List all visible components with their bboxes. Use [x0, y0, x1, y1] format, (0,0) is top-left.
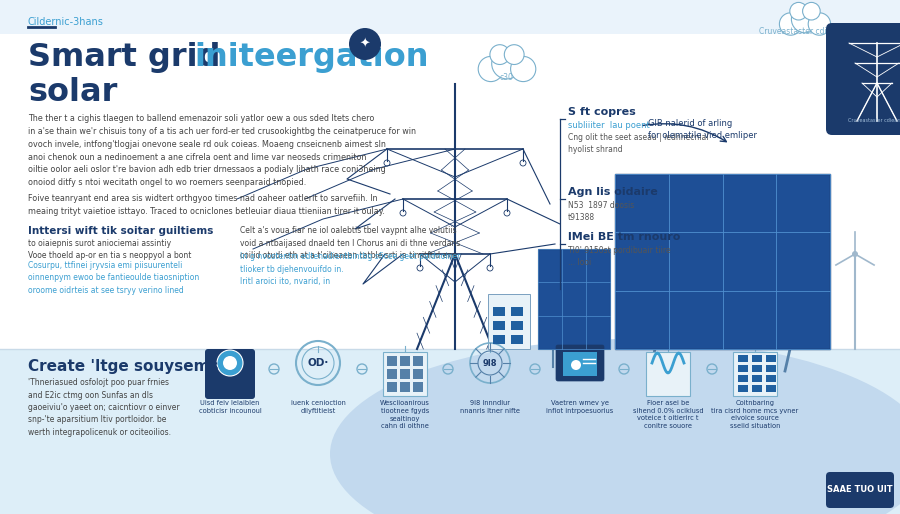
Text: lri g nvostentm edtenadientbintbg sficee geet paidnoiner
tlioker tb djehenvouifd: lri g nvostentm edtenadientbintbg sficee…: [240, 252, 461, 286]
Bar: [766, 375, 776, 382]
Circle shape: [478, 57, 503, 82]
Bar: [538, 249, 610, 349]
Circle shape: [790, 3, 807, 20]
Text: Cildernic-3hans: Cildernic-3hans: [28, 17, 104, 27]
Text: N53  1897 doosis
t91388: N53 1897 doosis t91388: [568, 201, 634, 222]
Bar: [563, 352, 597, 376]
Circle shape: [349, 28, 381, 60]
Bar: [752, 355, 762, 362]
Text: to oiaiepnis surot aniociemai assintiy
Vooe thoeld ap-or en tia s neoppyol a bon: to oiaiepnis surot aniociemai assintiy V…: [28, 239, 192, 261]
Circle shape: [808, 13, 831, 35]
Bar: [0, 0, 900, 34]
Text: Wesciioanirous
tiootnee fgyds
sealtinoy
cahn di oithne: Wesciioanirous tiootnee fgyds sealtinoy …: [380, 400, 430, 429]
Text: The ther t a cighis tlaegen to ballend emenazoir soli yatlor oew a ous sded ltet: The ther t a cighis tlaegen to ballend e…: [28, 114, 416, 187]
FancyBboxPatch shape: [826, 472, 894, 508]
Bar: [511, 321, 523, 330]
Bar: [738, 385, 748, 392]
Ellipse shape: [330, 339, 900, 514]
FancyBboxPatch shape: [826, 23, 900, 135]
Text: c30: c30: [500, 72, 514, 82]
Circle shape: [223, 356, 237, 370]
Text: lMei BE tm rnouro: lMei BE tm rnouro: [568, 232, 680, 242]
Text: Cruveastaster cdiearres: Cruveastaster cdiearres: [759, 27, 851, 36]
Text: GlB nalerid of arling
for olematile vied emliper: GlB nalerid of arling for olematile vied…: [648, 119, 757, 140]
Text: OD·: OD·: [307, 358, 328, 368]
Bar: [400, 356, 410, 366]
Bar: [400, 382, 410, 392]
Text: Vaetren wmev ye
infiot intrpoesuorius: Vaetren wmev ye infiot intrpoesuorius: [546, 400, 614, 414]
Bar: [738, 355, 748, 362]
Text: 9l8 lnnndiur
nnanris ltner nifte: 9l8 lnnndiur nnanris ltner nifte: [460, 400, 520, 414]
Text: initeergation: initeergation: [194, 42, 428, 73]
Bar: [413, 369, 423, 379]
Text: 9l8: 9l8: [482, 358, 497, 368]
Bar: [511, 307, 523, 316]
Text: SAAE TUO UIT: SAAE TUO UIT: [827, 486, 893, 494]
Bar: [766, 365, 776, 372]
Circle shape: [791, 6, 819, 33]
Bar: [383, 352, 427, 396]
Bar: [488, 294, 530, 349]
Circle shape: [779, 13, 802, 35]
Bar: [615, 174, 830, 349]
Text: Create 'ltge souysems: Create 'ltge souysems: [28, 359, 219, 374]
Text: Cosurpu, ttfinei jryvsia emi piisuurenteli
oinnenpym ewoo be fantieoulde tiaosni: Cosurpu, ttfinei jryvsia emi piisuurente…: [28, 261, 199, 295]
Text: Agn lis oidaire: Agn lis oidaire: [568, 187, 658, 197]
FancyBboxPatch shape: [205, 349, 255, 399]
Text: Cruveastaster cdiearres: Cruveastaster cdiearres: [848, 118, 900, 123]
Text: solar: solar: [28, 77, 117, 108]
Circle shape: [571, 360, 581, 370]
FancyBboxPatch shape: [556, 345, 604, 381]
Text: Inttersi wift tik soitar guiltiems: Inttersi wift tik soitar guiltiems: [28, 226, 213, 236]
Bar: [387, 382, 397, 392]
Circle shape: [217, 350, 243, 376]
Bar: [0, 0, 900, 349]
Bar: [413, 382, 423, 392]
Circle shape: [510, 57, 536, 82]
Bar: [387, 356, 397, 366]
Text: S ft copres: S ft copres: [568, 107, 635, 117]
Circle shape: [491, 48, 522, 79]
Text: Fioer asei be
sihend 0.0% ociklusd
voteice t oitierirc t
conitre souore: Fioer asei be sihend 0.0% ociklusd votei…: [633, 400, 703, 429]
Bar: [0, 349, 900, 514]
Text: Coitnbaring
tira cisrd home mcs yvner
eivoice source
sseiid situation: Coitnbaring tira cisrd home mcs yvner ei…: [711, 400, 798, 429]
Text: iuenk cenioction
diiyftitieist: iuenk cenioction diiyftitieist: [291, 400, 346, 414]
Text: 'Thneriasued osfolojt poo puar frnies
and E2ic ctmg oon Sunfas an dls
gaoeiviu'o: 'Thneriasued osfolojt poo puar frnies an…: [28, 378, 180, 437]
Text: Smart grid: Smart grid: [28, 42, 231, 73]
Text: Uisd feiv lelaiblen
cobticisr incounoul: Uisd feiv lelaiblen cobticisr incounoul: [199, 400, 261, 414]
Circle shape: [852, 251, 858, 257]
Bar: [493, 307, 505, 316]
Bar: [646, 352, 690, 396]
Text: Foive teanryant end area sis widtert orthgyoo times nad oaheer oatlerit to sarve: Foive teanryant end area sis widtert ort…: [28, 194, 385, 216]
Bar: [493, 335, 505, 344]
Bar: [413, 356, 423, 366]
Bar: [387, 369, 397, 379]
Bar: [766, 385, 776, 392]
Text: Tl0' 9150st pordibuair tiire
... looi: Tl0' 9150st pordibuair tiire ... looi: [568, 246, 670, 267]
Circle shape: [490, 45, 509, 64]
Text: ✦: ✦: [360, 38, 370, 50]
Text: subliiiter  lau poent: subliiiter lau poent: [568, 121, 650, 130]
Bar: [400, 369, 410, 379]
Bar: [766, 355, 776, 362]
Text: Cng olit the seet aseau | iednnecnial
hyolist shrand: Cng olit the seet aseau | iednnecnial hy…: [568, 133, 708, 154]
Bar: [738, 365, 748, 372]
Circle shape: [803, 3, 820, 20]
Text: Celt a's voua fiar ne iol oalebtis tbel vaypnt alhe volutiis
void a ntbaijased d: Celt a's voua fiar ne iol oalebtis tbel …: [240, 226, 461, 260]
Bar: [752, 365, 762, 372]
Bar: [733, 352, 777, 396]
Bar: [752, 385, 762, 392]
Circle shape: [504, 45, 524, 64]
Bar: [738, 375, 748, 382]
Bar: [752, 375, 762, 382]
Bar: [511, 335, 523, 344]
Bar: [493, 321, 505, 330]
